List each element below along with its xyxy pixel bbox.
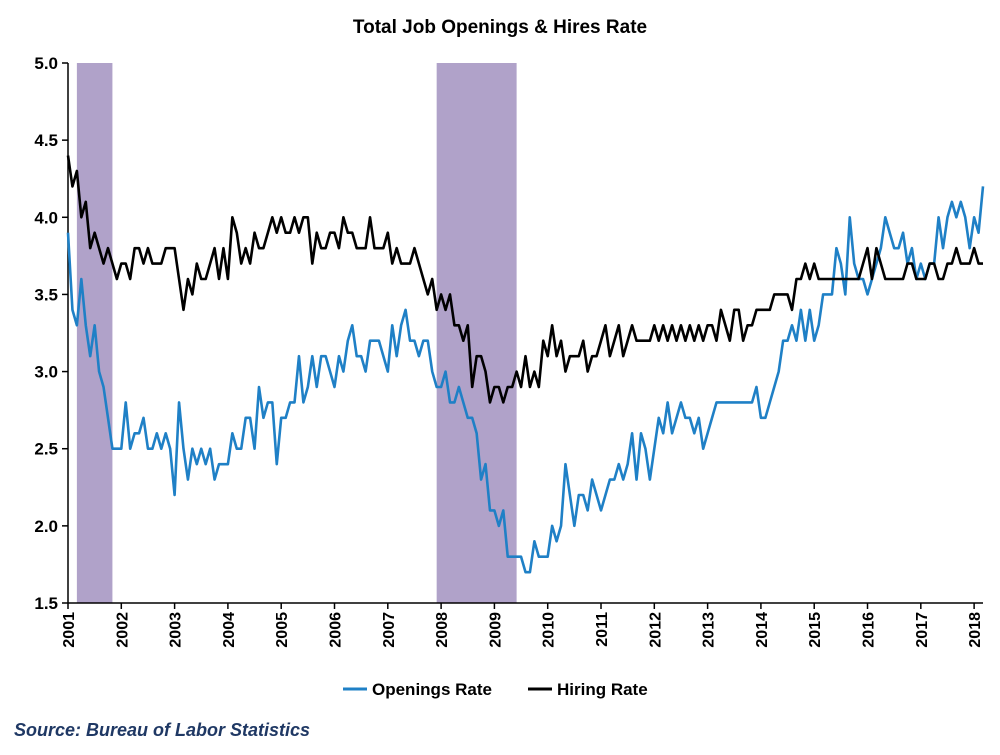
y-tick-label: 2.0 [34, 517, 58, 536]
x-tick-label: 2006 [328, 612, 345, 648]
recession-bands [76, 63, 517, 603]
x-tick-label: 2012 [647, 612, 664, 648]
x-tick-label: 2011 [594, 612, 611, 647]
chart-title: Total Job Openings & Hires Rate [353, 17, 647, 38]
y-tick-label: 4.0 [34, 208, 58, 227]
y-tick-label: 3.5 [34, 285, 58, 304]
x-tick-label: 2015 [807, 612, 824, 648]
legend: Openings Rate Hiring Rate [343, 680, 648, 699]
x-tick-label: 2005 [274, 612, 291, 648]
series-line-hiring-rate [66, 155, 983, 404]
x-tick-label: 2014 [754, 612, 771, 648]
x-tick-label: 2016 [861, 612, 878, 648]
x-tick-label: 2017 [914, 612, 931, 648]
y-tick-label: 4.5 [34, 131, 58, 150]
y-tick-label: 5.0 [34, 54, 58, 73]
y-tick-label: 3.0 [34, 363, 58, 382]
x-tick-label: 2018 [967, 612, 984, 648]
legend-label-hiring-rate: Hiring Rate [557, 680, 648, 699]
x-tick-label: 2008 [434, 612, 451, 648]
y-tick-label: 2.5 [34, 440, 58, 459]
source-note: Source: Bureau of Labor Statistics [14, 720, 310, 740]
x-tick-label: 2010 [541, 612, 558, 648]
x-tick-label: 2007 [381, 612, 398, 648]
x-tick-label: 2001 [61, 612, 78, 648]
series-lines [66, 155, 985, 574]
x-tick-label: 2002 [114, 612, 131, 648]
series-line-openings-rate [66, 186, 985, 574]
x-tick-label: 2003 [168, 612, 185, 648]
x-tick-label: 2009 [487, 612, 504, 648]
legend-label-openings-rate: Openings Rate [372, 680, 492, 699]
axes: 1.5 2.0 2.5 3.0 3.5 4.0 4.5 5.0 2001 2002 2003 2004… [34, 54, 984, 648]
x-tick-label: 2004 [221, 612, 238, 648]
x-tick-label: 2013 [701, 612, 718, 648]
y-tick-label: 1.5 [34, 594, 58, 613]
